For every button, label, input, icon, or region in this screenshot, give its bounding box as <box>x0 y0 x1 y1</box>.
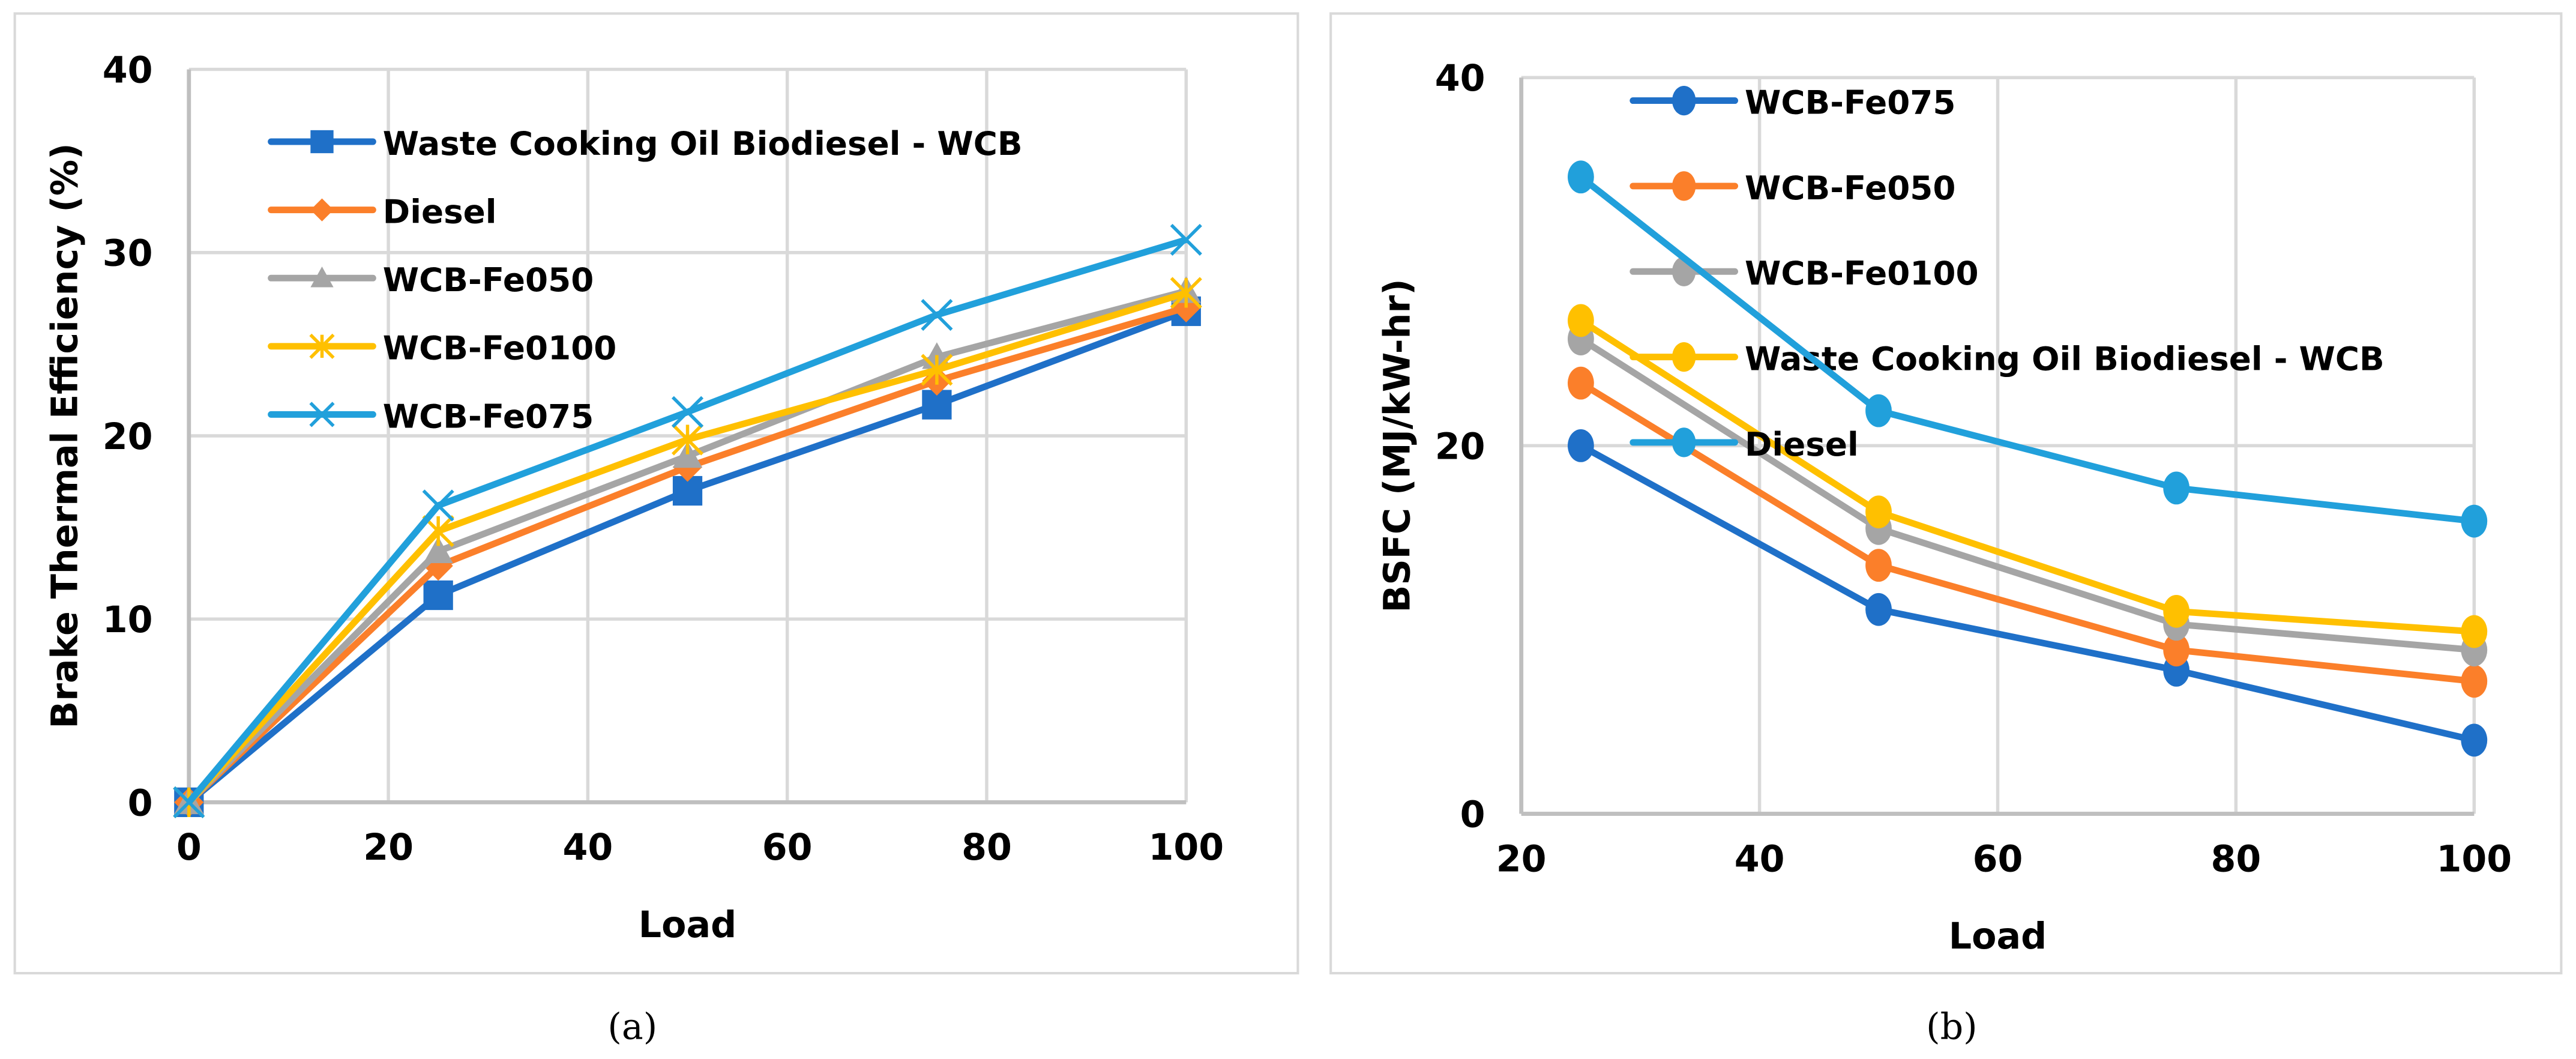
y-axis-title: Brake Thermal Efficiency (%) <box>44 143 86 728</box>
chart-b: 20 40 60 80 100 0 20 40 Load BSFC (MJ/kW-hr) WCB-F… <box>1377 58 2512 958</box>
data-point <box>1568 429 1594 462</box>
series-line <box>1578 318 2475 635</box>
star-marker <box>309 333 335 359</box>
legend-entry: Waste Cooking Oil Biodiesel - WCB <box>1630 339 2385 378</box>
triangle-marker <box>310 267 334 288</box>
y-tick-label: 20 <box>1435 426 1485 468</box>
caption-b: (b) <box>1926 1006 1978 1048</box>
panel-a-frame <box>13 12 1299 975</box>
data-point <box>2163 471 2190 505</box>
x-tick-label: 60 <box>1973 838 2023 880</box>
legend-entry: Diesel <box>268 193 497 231</box>
x-axis-title: Load <box>639 904 736 946</box>
data-point <box>1568 160 1594 194</box>
data-point <box>1865 394 1892 427</box>
legend-entry: Waste Cooking Oil Biodiesel - WCB <box>268 124 1023 163</box>
data-point <box>2163 633 2190 667</box>
caption-a: (a) <box>607 1006 657 1048</box>
series-diesel <box>1568 160 2488 538</box>
data-point <box>422 489 454 522</box>
x-marker <box>309 402 335 427</box>
data-point <box>1865 593 1892 626</box>
data-point <box>2461 723 2488 757</box>
circle-marker <box>1672 85 1696 116</box>
legend-label: WCB-Fe050 <box>383 261 594 299</box>
x-tick-label: 20 <box>1496 838 1547 880</box>
chart-a: 0 20 40 60 80 100 0 10 20 30 40 Load Brake Thermal E… <box>44 49 1224 946</box>
legend-entry: WCB-Fe0100 <box>1630 254 1979 292</box>
x-axis-title: Load <box>1949 916 2047 958</box>
series-wcb-fe050 <box>1568 366 2488 698</box>
x-tick-label: 0 <box>176 827 202 869</box>
x-tick-label: 80 <box>2210 838 2261 880</box>
x-tick-label: 100 <box>1148 827 1224 869</box>
legend-entry: WCB-Fe0100 <box>268 329 617 367</box>
data-point <box>921 354 953 386</box>
x-tick-label: 40 <box>1735 838 1785 880</box>
y-tick-label: 0 <box>1460 794 1485 836</box>
circle-marker <box>1672 427 1696 457</box>
x-tick-label: 100 <box>2436 838 2512 880</box>
data-point <box>2163 594 2190 628</box>
circle-marker <box>1672 171 1696 201</box>
data-point <box>1568 366 1594 400</box>
legend-label: Diesel <box>383 193 497 231</box>
series-waste-cooking-oil-biodiesel-wcb <box>1568 304 2488 648</box>
x-tick-label: 60 <box>762 827 813 869</box>
legend-entry: Diesel <box>1630 425 1859 463</box>
legend-entry: WCB-Fe050 <box>1630 169 1956 207</box>
data-point <box>2461 665 2488 698</box>
data-point <box>1865 549 1892 582</box>
data-point <box>423 580 453 611</box>
square-marker <box>310 130 334 154</box>
data-point <box>173 786 205 818</box>
y-tick-label: 30 <box>103 233 153 275</box>
circle-marker <box>1672 342 1696 372</box>
legend-entry: WCB-Fe075 <box>268 397 594 435</box>
legend-label: WCB-Fe050 <box>1745 169 1956 207</box>
y-tick-label: 40 <box>103 49 153 91</box>
y-axis-title: BSFC (MJ/kW-hr) <box>1377 279 1419 612</box>
x-tick-label: 20 <box>363 827 414 869</box>
legend-label: Waste Cooking Oil Biodiesel - WCB <box>1745 339 2385 378</box>
legend-label: Waste Cooking Oil Biodiesel - WCB <box>383 124 1023 163</box>
data-point <box>2461 615 2488 648</box>
y-tick-label: 40 <box>1435 58 1485 100</box>
series-wcb-fe075 <box>173 223 1202 818</box>
legend-label: Diesel <box>1745 425 1859 463</box>
data-point <box>671 423 704 456</box>
data-point <box>672 441 703 468</box>
series-line <box>1578 174 2475 525</box>
data-point <box>1170 223 1202 256</box>
series-line <box>1579 380 2475 685</box>
y-tick-label: 10 <box>103 599 153 641</box>
series-line <box>1578 336 2475 654</box>
data-point <box>1865 495 1892 529</box>
x-tick-label: 80 <box>961 827 1012 869</box>
legend-entry: WCB-Fe050 <box>268 261 594 299</box>
data-point <box>1568 304 1594 337</box>
y-tick-label: 20 <box>103 416 153 458</box>
data-point <box>423 536 453 563</box>
data-point <box>2461 504 2488 538</box>
panel-b-frame <box>1329 12 2563 975</box>
data-point <box>671 396 704 428</box>
y-tick-label: 0 <box>128 782 153 824</box>
x-tick-label: 40 <box>562 827 613 869</box>
legend-label: WCB-Fe075 <box>1745 83 1956 121</box>
legend-label: WCB-Fe075 <box>383 397 594 435</box>
legend-label: WCB-Fe0100 <box>383 329 617 367</box>
data-point <box>921 298 953 331</box>
diamond-marker <box>310 198 334 222</box>
legend-entry: WCB-Fe075 <box>1630 83 1956 121</box>
series-line <box>1579 442 2475 744</box>
data-point <box>1170 277 1202 309</box>
legend-label: WCB-Fe0100 <box>1745 254 1979 292</box>
